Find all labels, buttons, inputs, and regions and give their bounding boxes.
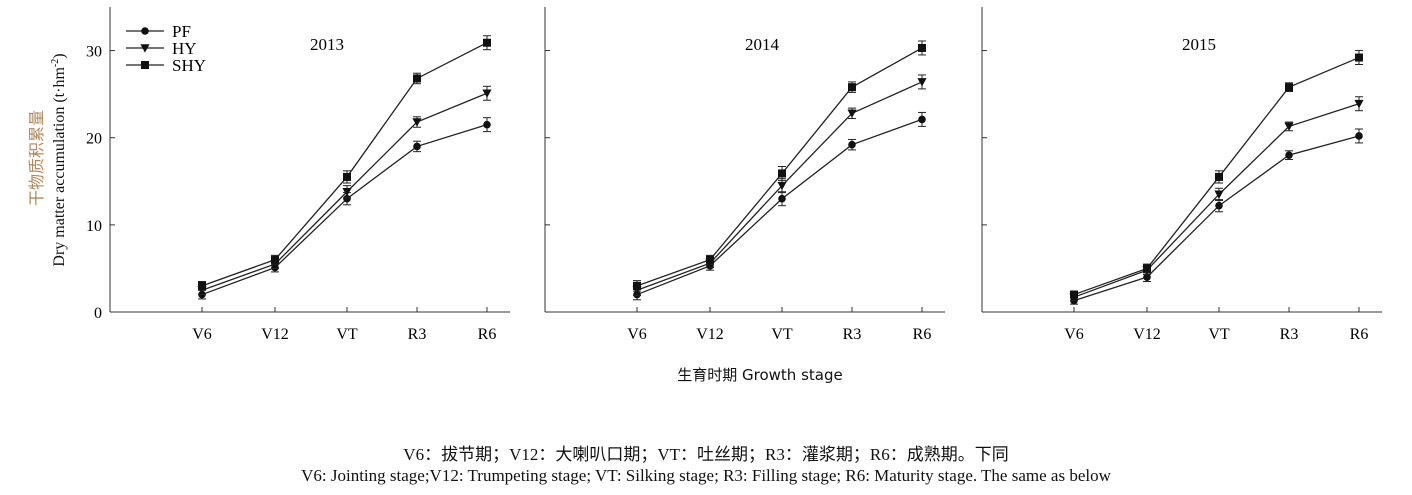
data-point [918,43,926,52]
panel-title: 2014 [745,35,780,54]
data-point [482,89,492,98]
data-point [1355,53,1363,62]
panel-title: 2015 [1182,35,1216,54]
legend-item-HY: HY [126,39,197,58]
series-line [201,42,488,287]
x-tick-label: V6 [627,326,647,343]
series-HY [197,85,492,296]
legend-label: SHY [172,56,206,75]
x-tick-label: R6 [1350,326,1369,343]
series-line [636,118,923,296]
series-PF [1070,128,1363,305]
x-tick-label: VT [1208,326,1230,343]
data-point [483,120,491,129]
caption-chinese: V6：拔节期；V12：大喇叭口期；VT：吐丝期；R3：灌浆期；R6：成熟期。下同 [403,445,1009,464]
series-SHY [198,35,491,291]
data-point [413,74,421,83]
x-tick-label: V6 [192,326,212,343]
data-point [777,181,787,191]
data-point [1354,99,1364,109]
y-tick-label: 0 [94,305,102,322]
x-tick-label: V12 [696,326,724,343]
legend-marker [140,44,150,53]
panel-2014: V6 V12 VT R3 R6 2014 [544,7,945,343]
x-tick-label: VT [336,326,358,343]
y-tick-label: 20 [86,131,102,148]
x-tick-label: V12 [1133,326,1161,343]
legend-item-PF: PF [126,22,191,41]
series-HY [632,74,927,296]
legend-label: HY [172,39,197,58]
data-point [918,115,926,124]
dry-matter-figure: 干物质积累量 Dry matter accumulation (t·hm-2) … [27,7,1382,384]
data-point [848,83,856,92]
data-point [483,38,491,47]
series-line [636,81,923,291]
y-axis-label-en-sup: -2 [50,59,61,67]
panel-2015: V6 V12 VT R3 R6 2015 [981,7,1382,343]
data-point [1284,122,1294,131]
panel-2013: 0 10 20 30 V6 V12 VT R3 R6 2013 [86,7,510,343]
data-point [1285,83,1293,92]
data-point [778,194,786,203]
data-point [343,172,351,181]
data-point [1143,273,1151,281]
x-tick-label: R3 [1280,326,1299,343]
data-point [271,255,279,264]
legend-marker [141,61,149,69]
series-SHY [1070,50,1363,299]
y-tick-label: 10 [86,218,102,235]
x-tick-label: V12 [261,326,289,343]
data-point [1214,190,1224,199]
series-SHY [633,40,926,292]
y-tick-label: 30 [86,44,102,61]
data-point [778,169,786,178]
series-line [201,124,488,296]
data-point [412,118,422,127]
x-tick-label: R6 [913,326,932,343]
legend-item-SHY: SHY [126,56,206,75]
data-point [848,140,856,149]
x-tick-label: R3 [408,326,427,343]
data-point [917,78,927,87]
series-line [1073,135,1360,302]
x-axis-label: 生育时期 Growth stage [677,366,842,384]
legend-marker [141,27,149,35]
data-point [1215,172,1223,181]
data-point [1285,151,1293,159]
caption-english: V6: Jointing stage;V12: Trumpeting stage… [301,466,1111,485]
panel-title: 2013 [310,35,344,54]
data-point [1355,132,1363,140]
data-point [1070,290,1078,299]
x-tick-label: R6 [478,326,497,343]
data-point [847,109,857,118]
x-tick-label: V6 [1064,326,1084,343]
legend-label: PF [172,22,191,41]
data-point [198,281,206,290]
y-axis-label-en: Dry matter accumulation (t·hm-2) [50,53,68,266]
data-point [1143,264,1151,273]
y-axis-label-cn: 干物质积累量 [27,110,46,206]
y-axis-label-en-end: ) [51,53,68,58]
x-tick-label: VT [771,326,793,343]
data-point [633,281,641,290]
y-axis-label-en-main: Dry matter accumulation (t·hm [51,67,68,267]
data-point [413,142,421,151]
data-point [342,187,352,197]
x-tick-label: R3 [843,326,862,343]
data-point [706,255,714,264]
data-point [343,194,351,203]
data-point [1215,201,1223,210]
